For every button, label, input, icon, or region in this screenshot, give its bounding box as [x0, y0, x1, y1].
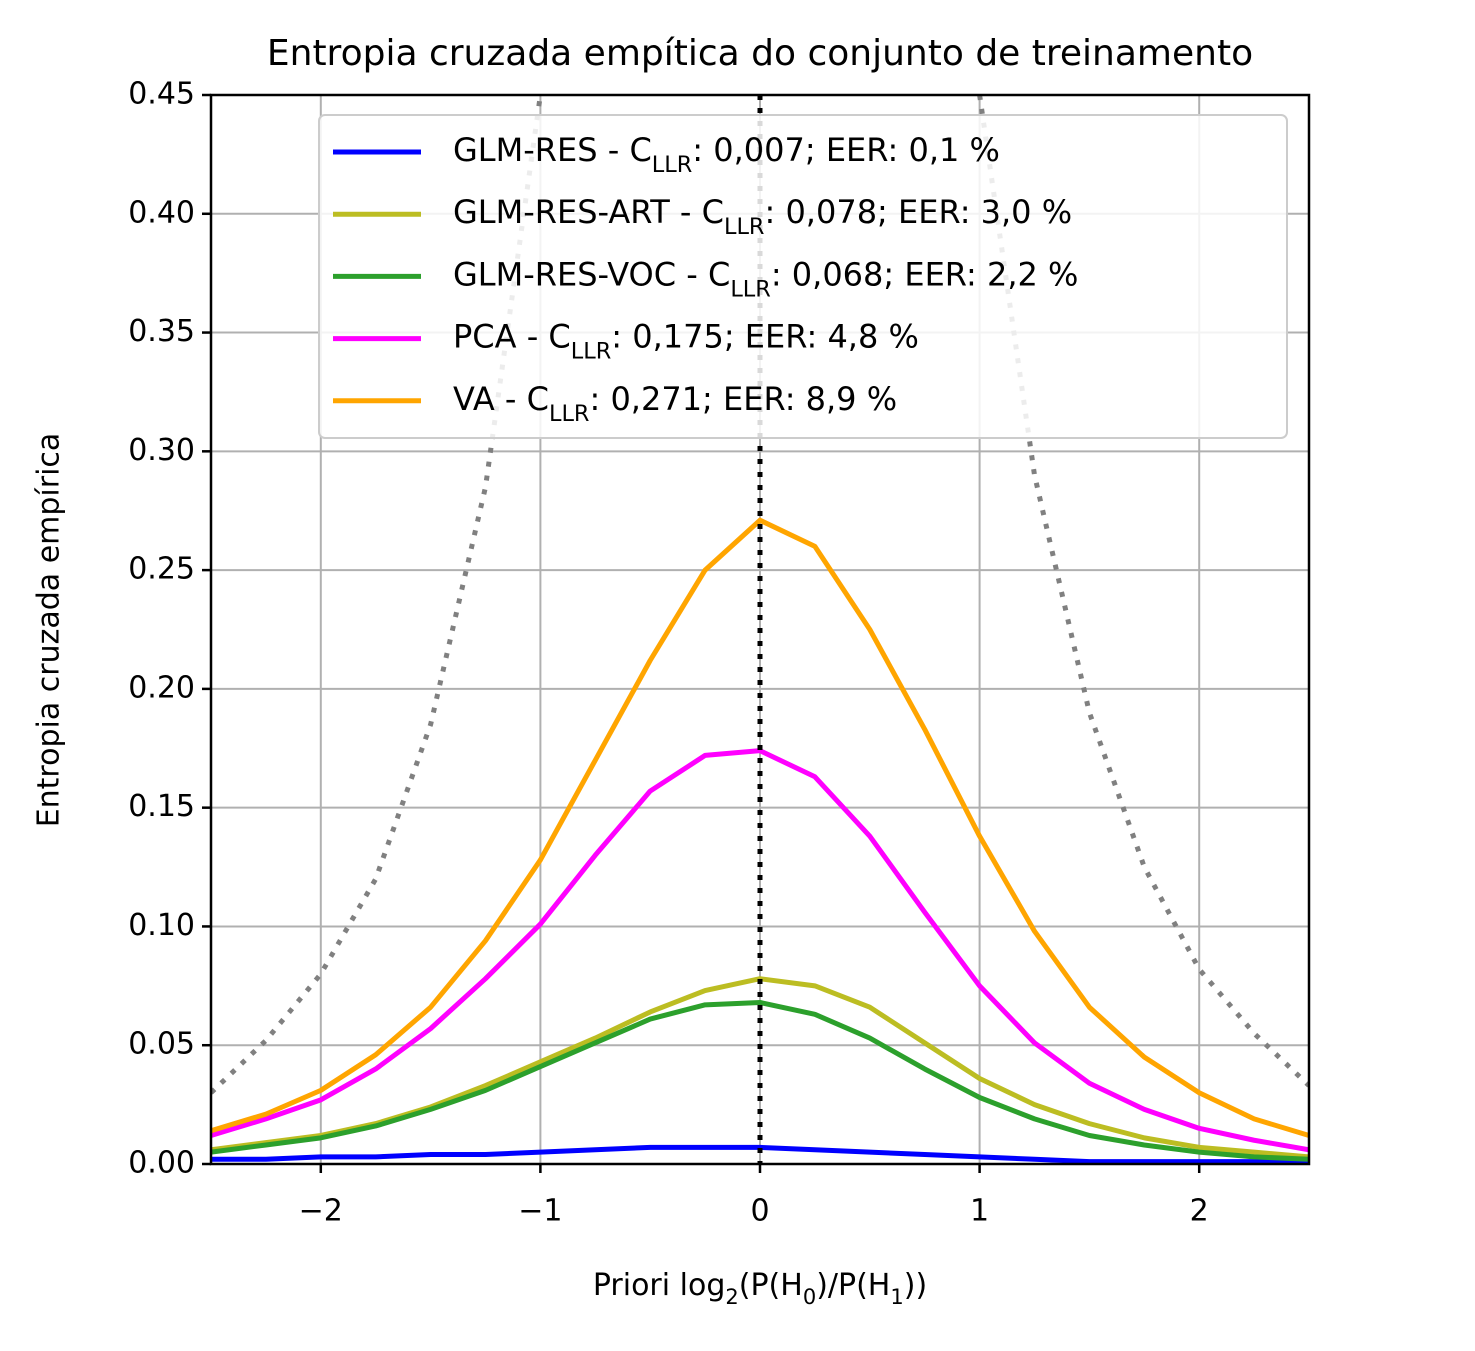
- series-line: [211, 1144, 1309, 1164]
- y-tick-label: 0.30: [128, 433, 195, 468]
- y-tick-label: 0.45: [128, 77, 195, 112]
- legend-label: GLM-RES-VOC - CLLR: 0,068; EER: 2,2 %: [453, 255, 1078, 302]
- plot-area: [211, 95, 1309, 1164]
- series-line: [211, 748, 1309, 1153]
- x-tick-label: 1: [970, 1194, 989, 1229]
- y-tick-label: 0.00: [128, 1146, 195, 1181]
- ticks: 0.00 0.05 0.10 0.15 0.20 0.25 0.30 0.35 0.40 0.45…: [128, 77, 1209, 1229]
- legend-label: GLM-RES - CLLR: 0,007; EER: 0,1 %: [453, 131, 1000, 178]
- legend: GLM-RES - CLLR: 0,007; EER: 0,1 % GLM-RES…: [318, 114, 1288, 439]
- legend-label: PCA - CLLR: 0,175; EER: 4,8 %: [453, 318, 919, 365]
- y-tick-label: 0.15: [128, 789, 195, 824]
- y-tick-label: 0.25: [128, 552, 195, 587]
- chart-title: Entropia cruzada empítica do conjunto de…: [267, 33, 1253, 74]
- legend-label: GLM-RES-ART - CLLR: 0,078; EER: 3,0 %: [453, 193, 1072, 240]
- legend-box: [318, 114, 1288, 439]
- x-axis-label: Priori log2(P(H0)/P(H1)): [593, 1268, 927, 1310]
- y-tick-label: 0.35: [128, 314, 195, 349]
- x-tick-label: 2: [1190, 1194, 1209, 1229]
- series-line: [211, 999, 1309, 1162]
- series-line: [211, 517, 1309, 1138]
- y-tick-label: 0.40: [128, 195, 195, 230]
- x-tick-label: 0: [750, 1194, 769, 1229]
- y-axis-label: Entropia cruzada empírica: [32, 433, 67, 828]
- y-tick-label: 0.05: [128, 1027, 195, 1062]
- legend-label: VA - CLLR: 0,271; EER: 8,9 %: [453, 380, 897, 427]
- x-tick-label: −2: [299, 1194, 343, 1229]
- y-tick-label: 0.10: [128, 908, 195, 943]
- y-tick-label: 0.20: [128, 670, 195, 705]
- x-tick-label: −1: [518, 1194, 562, 1229]
